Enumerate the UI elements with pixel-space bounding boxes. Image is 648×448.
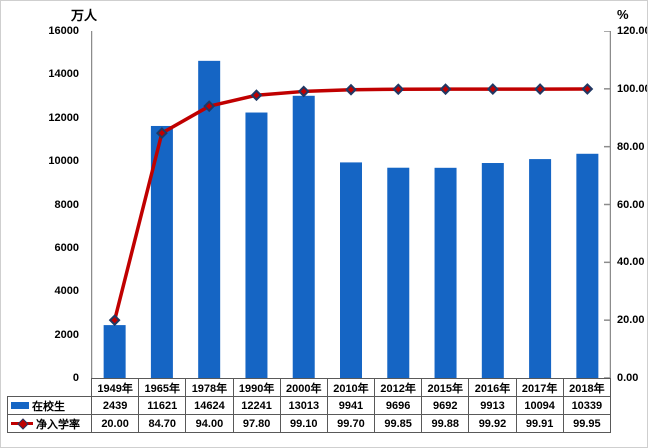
year-header-cell: 1978年	[185, 378, 234, 397]
year-header-cell: 2010年	[326, 378, 376, 397]
line-value-cell: 99.10	[279, 414, 328, 433]
year-header-cell: 2015年	[421, 378, 470, 397]
tick-label: 2000	[54, 328, 79, 341]
line-value-cell: 94.00	[185, 414, 234, 433]
bar-value-cell: 9692	[421, 396, 470, 415]
bar-2018年	[576, 153, 599, 378]
bar-legend-swatch	[11, 402, 29, 409]
bar-value-cell: 11621	[138, 396, 187, 415]
bar-series-label: 在校生	[32, 400, 65, 413]
plot-area	[91, 31, 611, 378]
bar-value-cell: 10339	[562, 396, 612, 415]
marker-2015年	[439, 83, 452, 96]
bar-1949年	[103, 325, 126, 378]
line-value-cell: 99.70	[326, 414, 376, 433]
line-value-cell: 84.70	[138, 414, 187, 433]
marker-1965年	[155, 127, 168, 139]
legend-bar-series: 在校生	[7, 396, 92, 415]
tick-label: 20.00	[617, 314, 645, 327]
marker-1990年	[250, 89, 263, 102]
tick-label: 10000	[48, 155, 79, 168]
bar-value-cell: 13013	[279, 396, 328, 415]
bar-value-cell: 2439	[90, 396, 140, 415]
tick-label: 12000	[48, 111, 79, 124]
bar-value-cell: 14624	[185, 396, 234, 415]
line-series-label: 净入学率	[36, 418, 80, 431]
chart-data-table: 1949年 1965年 1978年 1990年 2000年 2010年 2012年 2015年…	[7, 378, 612, 433]
year-header-cell: 2016年	[468, 378, 517, 397]
marker-1949年	[108, 314, 121, 327]
bar-2012年	[387, 167, 410, 378]
tick-label: 6000	[54, 241, 79, 254]
marker-2018年	[581, 83, 594, 95]
tick-label: 0	[72, 372, 79, 384]
bar-1978年	[198, 60, 221, 378]
tick-label: 120.00	[617, 25, 648, 37]
marker-2000年	[297, 85, 310, 98]
bar-2016年	[481, 163, 504, 378]
bar-1990年	[245, 112, 268, 378]
bar-2010年	[340, 162, 362, 378]
bar-2015年	[434, 167, 457, 378]
bar-2017年	[529, 159, 552, 378]
right-axis-tick-labels: 0.00 20.00 40.00 60.00 80.00 100.00 120.00	[615, 25, 648, 384]
line-legend-swatch	[11, 418, 33, 430]
line-value-cell: 99.85	[374, 414, 423, 433]
marker-2017年	[534, 83, 547, 96]
tick-label: 14000	[48, 68, 79, 81]
marker-2012年	[392, 83, 405, 96]
legend-line-series: 净入学率	[7, 414, 92, 433]
tick-label: 0.00	[617, 372, 639, 384]
left-axis-title: 万人	[71, 8, 98, 23]
bar-2000年	[292, 95, 315, 378]
year-header-cell: 1965年	[138, 378, 187, 397]
bar-value-cell: 9941	[326, 396, 376, 415]
tick-label: 40.00	[617, 256, 645, 269]
tick-label: 60.00	[617, 198, 645, 211]
bar-value-cell: 9696	[374, 396, 423, 415]
marker-2010年	[345, 83, 357, 96]
bar-1965年	[150, 125, 173, 378]
tick-label: 8000	[54, 198, 79, 211]
marker-1978年	[203, 100, 216, 113]
year-header-cell: 2012年	[374, 378, 423, 397]
year-header-cell: 2000年	[279, 378, 328, 397]
line-value-cell: 99.95	[562, 414, 612, 433]
year-header-cell: 1990年	[232, 378, 281, 397]
bar-value-cell: 12241	[232, 396, 281, 415]
year-header-cell: 2017年	[515, 378, 564, 397]
line-value-cell: 99.91	[515, 414, 564, 433]
tick-label: 100.00	[617, 82, 648, 95]
left-axis-tick-labels: 0 2000 4000 6000 8000 10000 12000 14000 16000	[1, 25, 85, 384]
table-corner-blank	[8, 379, 92, 397]
line-value-cell: 99.88	[421, 414, 470, 433]
tick-label: 80.00	[617, 140, 645, 153]
marker-2016年	[486, 83, 499, 95]
year-header-cell: 1949年	[90, 378, 140, 397]
bar-value-cell: 10094	[515, 396, 564, 415]
right-axis-title: %	[617, 7, 629, 22]
year-header-cell: 2018年	[562, 378, 612, 397]
tick-label: 16000	[48, 25, 79, 37]
bar-value-cell: 9913	[468, 396, 517, 415]
line-value-cell: 99.92	[468, 414, 517, 433]
tick-label: 4000	[54, 285, 79, 298]
line-value-cell: 20.00	[90, 414, 140, 433]
line-value-cell: 97.80	[232, 414, 281, 433]
